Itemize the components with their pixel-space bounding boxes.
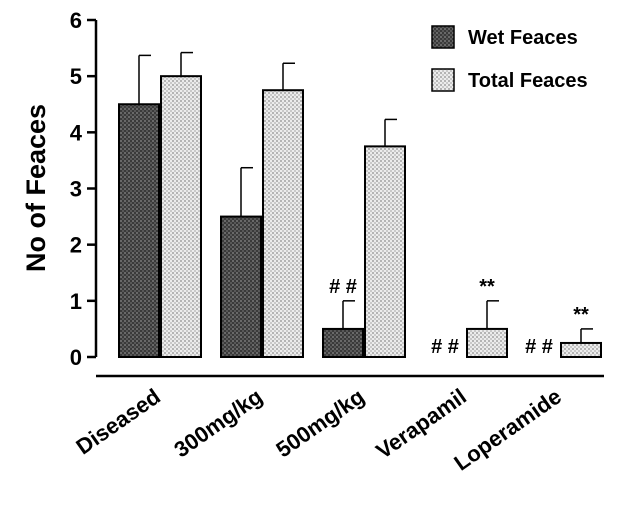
legend: Wet Feaces Total Feaces (431, 25, 588, 92)
legend-swatch-wet-feaces (431, 25, 455, 49)
bar-wet-feaces-1 (220, 215, 262, 358)
significance-label: # # (329, 276, 357, 298)
bar-total-feaces-4 (560, 341, 602, 359)
x-tick-label: Diseased (71, 384, 164, 460)
y-tick-label: 0 (70, 345, 82, 370)
y-tick-label: 6 (70, 8, 82, 33)
bar-wet-feaces-0 (118, 103, 160, 358)
y-axis: 0 1 2 3 4 5 6 (70, 8, 98, 370)
y-tick-label: 4 (70, 120, 83, 145)
legend-swatch-total-feaces (431, 68, 455, 92)
bar-total-feaces-3 (466, 327, 508, 358)
x-axis-tick-labels: Diseased 300mg/kg 500mg/kg VerapamilLoperam… (71, 384, 565, 476)
x-tick-label: Loperamide (449, 384, 565, 476)
bar-total-feaces-2 (364, 145, 406, 358)
legend-label-total-feaces: Total Feaces (468, 70, 588, 92)
y-tick-label: 5 (70, 64, 82, 89)
y-tick-label: 1 (70, 289, 82, 314)
bar-total-feaces-0 (160, 75, 202, 359)
bar-wet-feaces-2 (322, 327, 364, 358)
significance-label: ** (479, 276, 495, 298)
y-tick-label: 2 (70, 233, 82, 258)
y-tick-label: 3 (70, 177, 82, 202)
bar-total-feaces-1 (262, 89, 304, 358)
significance-label: # # (525, 336, 553, 358)
significance-label: # # (431, 336, 459, 358)
bars: # # # # ** # # ** (118, 51, 602, 359)
x-tick-label: 500mg/kg (271, 384, 368, 463)
significance-label: ** (573, 304, 589, 326)
x-tick-label: 300mg/kg (169, 384, 266, 463)
y-axis-label: No of Feaces (21, 104, 51, 272)
legend-label-wet-feaces: Wet Feaces (468, 27, 578, 49)
